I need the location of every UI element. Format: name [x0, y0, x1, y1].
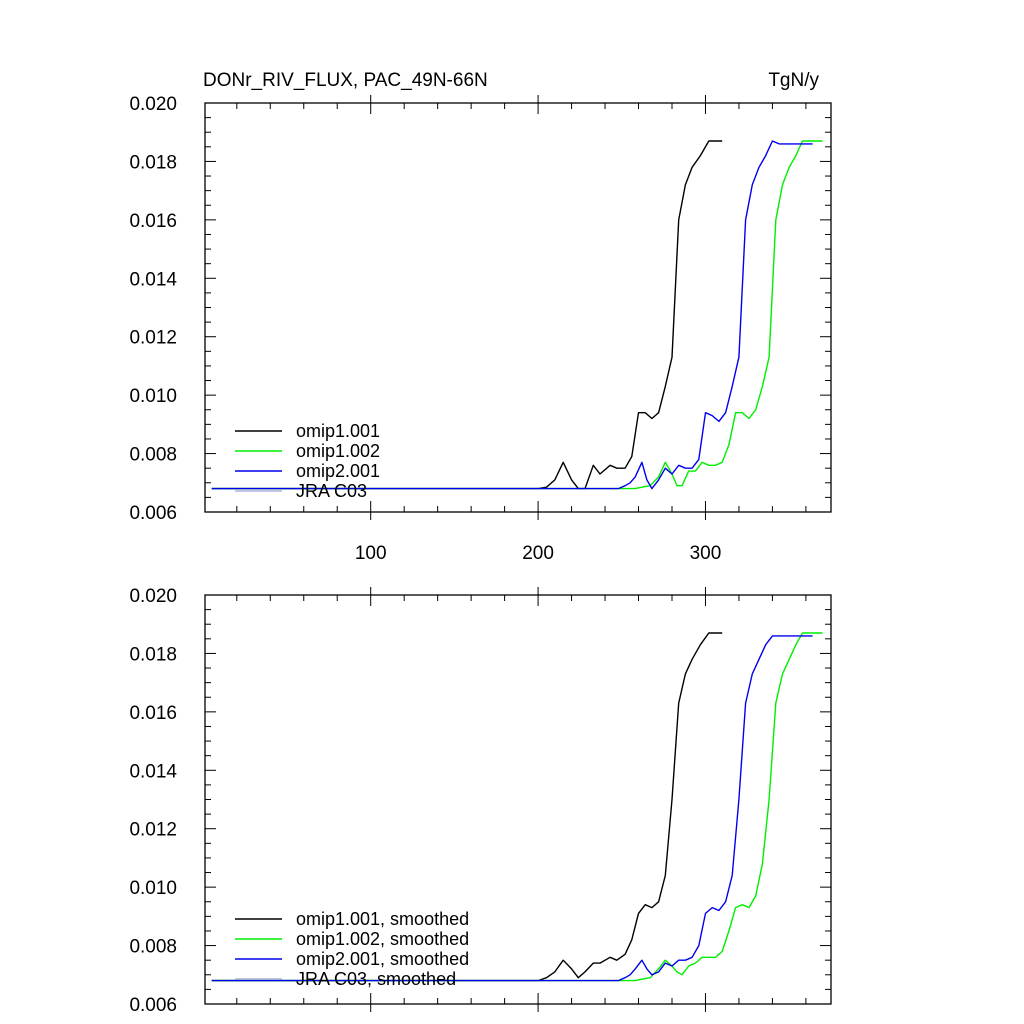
y-tick-label: 0.010 — [129, 386, 177, 407]
series-line — [211, 635, 813, 982]
legend-label: omip1.001 — [296, 421, 380, 441]
y-tick-label: 0.006 — [129, 503, 177, 524]
top-panel: 0.006 0.008 0.010 0.012 0.014 0.016 0.018 0.020… — [129, 70, 832, 564]
y-tick-label: 0.010 — [129, 878, 177, 899]
y-tick-label: 0.014 — [129, 761, 177, 782]
y-tick-label: 0.018 — [129, 152, 177, 173]
legend-label: omip1.002, smoothed — [296, 929, 469, 949]
chart-title: DONr_RIV_FLUX, PAC_49N-66N — [203, 70, 488, 91]
series-line — [211, 632, 823, 982]
legend-label: JRA C03, smoothed — [296, 969, 456, 989]
y-tick-label: 0.016 — [129, 211, 177, 232]
series-line — [211, 140, 823, 490]
y-tick-label: 0.014 — [129, 269, 177, 290]
y-tick-label: 0.020 — [129, 94, 177, 115]
legend-label: omip1.001, smoothed — [296, 909, 469, 929]
series-line — [211, 140, 813, 490]
y-tick-label: 0.012 — [129, 820, 177, 841]
series-line — [211, 632, 723, 982]
x-tick-label: 300 — [690, 543, 722, 564]
legend-label: omip2.001, smoothed — [296, 949, 469, 969]
x-tick-label: 100 — [355, 543, 387, 564]
bottom-panel: 0.006 0.008 0.010 0.012 0.014 0.016 0.018 0.020… — [129, 586, 832, 1016]
legend-label: omip2.001 — [296, 461, 380, 481]
y-tick-label: 0.006 — [129, 995, 177, 1016]
y-tick-label: 0.018 — [129, 644, 177, 665]
legend-label: omip1.002 — [296, 441, 380, 461]
y-tick-label: 0.016 — [129, 703, 177, 724]
units-label: TgN/y — [768, 70, 819, 91]
x-tick-label: 200 — [522, 543, 554, 564]
y-tick-label: 0.020 — [129, 586, 177, 607]
legend-label: JRA C03 — [296, 481, 367, 501]
y-tick-label: 0.012 — [129, 328, 177, 349]
series-line — [211, 140, 723, 490]
y-tick-label: 0.008 — [129, 445, 177, 466]
y-tick-label: 0.008 — [129, 937, 177, 958]
